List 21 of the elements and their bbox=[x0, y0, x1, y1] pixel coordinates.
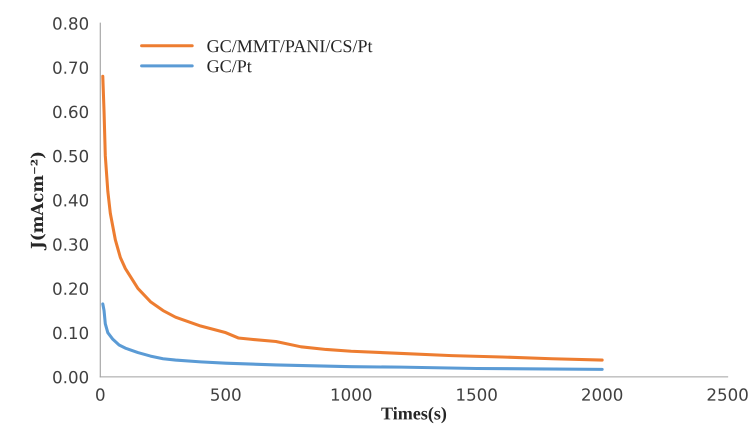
legend-label: GC/Pt bbox=[207, 60, 252, 72]
x-axis-title: Times(s) bbox=[381, 406, 446, 424]
x-tick-label: 2000 bbox=[582, 388, 622, 401]
y-tick-label: 0.30 bbox=[53, 238, 88, 251]
y-tick-label: 0.70 bbox=[53, 61, 88, 74]
x-tick-label: 2500 bbox=[708, 388, 748, 401]
y-tick-label: 0.00 bbox=[53, 370, 88, 384]
legend-label: GC/MMT/PANI/CS/Pt bbox=[207, 40, 372, 52]
line-series bbox=[101, 302, 604, 371]
y-tick-label: 0.10 bbox=[53, 326, 88, 340]
y-axis-title: J(mAcm⁻²) bbox=[30, 152, 47, 250]
x-tick-label: 0 bbox=[96, 388, 104, 401]
y-tick-label: 0.50 bbox=[53, 150, 88, 162]
y-tick-label: 0.60 bbox=[53, 106, 88, 118]
y-tick-label: 0.40 bbox=[53, 194, 88, 207]
x-tick-label: 1000 bbox=[332, 388, 372, 401]
y-tick-label: 0.20 bbox=[53, 282, 88, 296]
x-tick-label: 500 bbox=[211, 388, 241, 401]
line-series bbox=[101, 74, 604, 362]
y-tick-label: 0.80 bbox=[53, 17, 88, 30]
x-tick-label: 1500 bbox=[457, 388, 497, 401]
